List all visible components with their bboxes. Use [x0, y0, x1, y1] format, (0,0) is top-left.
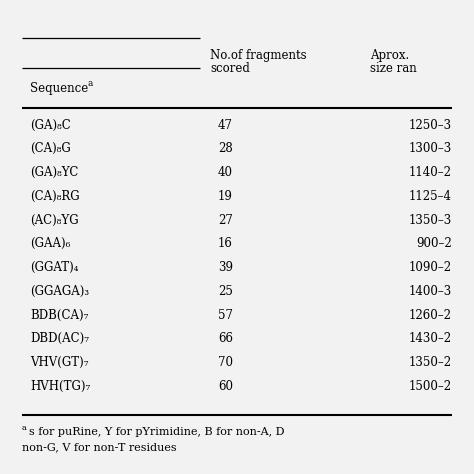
Text: 1430–2: 1430–2: [409, 332, 452, 346]
Text: 57: 57: [218, 309, 233, 322]
Text: 28: 28: [218, 142, 233, 155]
Text: 25: 25: [218, 285, 233, 298]
Text: 39: 39: [218, 261, 233, 274]
Text: non-G, V for non-T residues: non-G, V for non-T residues: [22, 442, 177, 452]
Text: No.of fragments: No.of fragments: [210, 49, 307, 62]
Text: 70: 70: [218, 356, 233, 369]
Text: Sequence: Sequence: [30, 82, 88, 94]
Text: 1250–3: 1250–3: [409, 118, 452, 132]
Text: (GGAT)₄: (GGAT)₄: [30, 261, 79, 274]
Text: 1350–3: 1350–3: [409, 214, 452, 227]
Text: 66: 66: [218, 332, 233, 346]
Text: 1500–2: 1500–2: [409, 380, 452, 393]
Text: scored: scored: [210, 62, 250, 75]
Text: 40: 40: [218, 166, 233, 179]
Text: 1260–2: 1260–2: [409, 309, 452, 322]
Text: 19: 19: [218, 190, 233, 203]
Text: (CA)₈G: (CA)₈G: [30, 142, 71, 155]
Text: 1400–3: 1400–3: [409, 285, 452, 298]
Text: 1090–2: 1090–2: [409, 261, 452, 274]
Text: BDB(CA)₇: BDB(CA)₇: [30, 309, 88, 322]
Text: VHV(GT)₇: VHV(GT)₇: [30, 356, 89, 369]
Text: 16: 16: [218, 237, 233, 250]
Text: (GAA)₆: (GAA)₆: [30, 237, 70, 250]
Text: 1300–3: 1300–3: [409, 142, 452, 155]
Text: (GA)₈C: (GA)₈C: [30, 118, 71, 132]
Text: a: a: [22, 424, 27, 432]
Text: (GA)₈YC: (GA)₈YC: [30, 166, 78, 179]
Text: 60: 60: [218, 380, 233, 393]
Text: (GGAGA)₃: (GGAGA)₃: [30, 285, 89, 298]
Text: 1125–4: 1125–4: [409, 190, 452, 203]
Text: 1140–2: 1140–2: [409, 166, 452, 179]
Text: (AC)₈YG: (AC)₈YG: [30, 214, 79, 227]
Text: HVH(TG)₇: HVH(TG)₇: [30, 380, 90, 393]
Text: s for puRine, Y for pYrimidine, B for non-A, D: s for puRine, Y for pYrimidine, B for no…: [29, 427, 284, 437]
Text: 1350–2: 1350–2: [409, 356, 452, 369]
Text: a: a: [88, 79, 93, 88]
Text: DBD(AC)₇: DBD(AC)₇: [30, 332, 89, 346]
Text: 900–2: 900–2: [416, 237, 452, 250]
Text: size ran: size ran: [370, 62, 417, 75]
Text: (CA)₈RG: (CA)₈RG: [30, 190, 80, 203]
Text: Aprox.: Aprox.: [370, 49, 409, 62]
Text: 47: 47: [218, 118, 233, 132]
Text: 27: 27: [218, 214, 233, 227]
